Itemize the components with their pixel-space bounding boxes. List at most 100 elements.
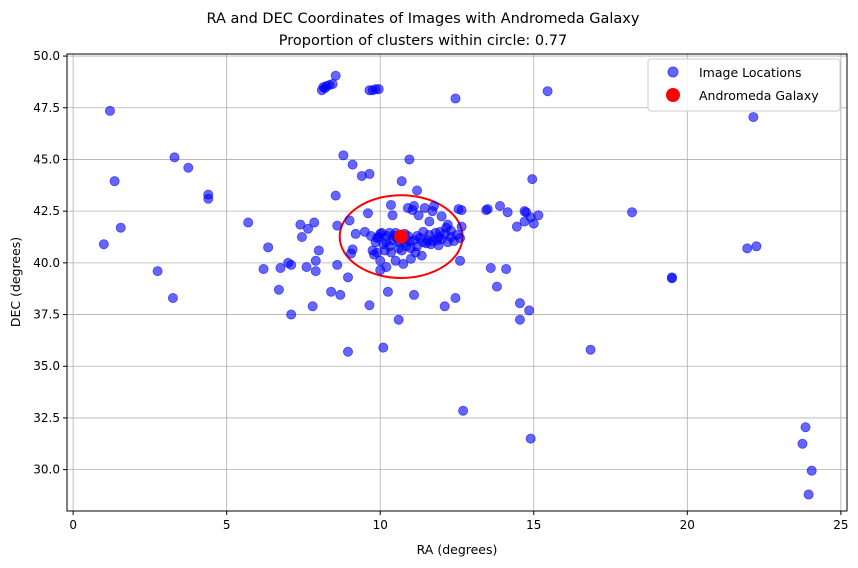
image-location-point [585,344,596,355]
plot-frame [66,53,848,512]
image-location-point [511,221,522,232]
y-tick-label: 37.5 [33,308,60,322]
image-location-point [295,219,306,230]
image-location-point [514,314,525,325]
image-location-point [332,220,343,231]
image-location-point [243,217,254,228]
image-location-point [296,232,307,243]
image-location-point [514,298,525,309]
image-location-point [485,263,496,274]
andromeda-galaxy-layer [394,229,409,244]
image-location-point [309,217,320,228]
image-location-point [347,159,358,170]
image-location-point [385,199,396,210]
image-location-point [263,242,274,253]
image-location-point [456,205,467,216]
image-location-point [525,433,536,444]
legend-marker-image-locations [667,66,679,78]
image-location-point [494,200,505,211]
image-location-point [450,93,461,104]
x-axis-ticks: 0 5 10 15 20 25 [69,511,848,532]
image-location-point [307,301,318,312]
image-location-point [364,168,375,179]
y-tick-label: 40.0 [33,256,60,270]
image-location-point [398,258,409,269]
x-tick-label: 15 [526,518,541,532]
image-location-point [455,255,466,266]
x-tick-label: 5 [223,518,231,532]
image-location-point [373,84,384,95]
grid [67,54,847,511]
x-tick-label: 0 [69,518,77,532]
image-location-point [350,228,361,239]
image-location-point [524,305,535,316]
image-location-point [375,255,386,266]
y-tick-label: 30.0 [33,463,60,477]
image-location-point [167,293,178,304]
image-location-point [258,264,269,275]
legend-box [647,58,841,112]
image-location-point [338,150,349,161]
image-location-point [310,266,321,277]
image-location-point [330,190,341,201]
image-location-point [393,314,404,325]
chart-title: RA and DEC Coordinates of Images with An… [207,11,640,27]
image-location-point [800,422,811,433]
image-location-point [748,112,759,123]
image-location-point [362,208,373,219]
image-location-point [455,233,466,244]
image-location-point [806,465,817,476]
image-location-point [169,152,180,163]
image-location-point [797,438,808,449]
image-location-point [396,245,407,256]
image-location-point [378,342,389,353]
image-location-point [286,309,297,320]
image-location-point [381,261,392,272]
image-locations-layer [98,70,817,500]
image-location-point [751,241,762,252]
image-location-point [332,259,343,270]
image-location-point [450,293,461,304]
x-tick-label: 20 [680,518,695,532]
image-location-point [342,346,353,357]
image-location-point [344,215,355,226]
image-location-point [491,281,502,292]
image-location-point [413,210,424,221]
image-location-point [183,162,194,173]
image-location-point [327,78,338,89]
andromeda-galaxy-point [394,229,409,244]
image-location-point [273,284,284,295]
image-location-point [335,289,346,300]
image-location-point [803,489,814,500]
image-location-point [542,86,553,97]
image-location-point [396,176,407,187]
x-axis-label: RA (degrees) [417,542,498,557]
image-location-point [347,244,358,255]
image-location-point [424,216,435,227]
legend-label-andromeda-galaxy: Andromeda Galaxy [699,88,819,103]
image-location-point [456,221,467,232]
image-location-point [364,300,375,311]
image-location-point [502,207,513,218]
image-location-point [152,266,163,277]
image-location-point [482,204,493,215]
chart-subtitle: Proportion of clusters within circle: 0.… [279,33,567,49]
legend-marker-andromeda-galaxy [666,88,680,102]
image-location-point [428,200,439,211]
image-location-point [115,222,126,233]
legend: Image Locations Andromeda Galaxy [647,58,841,112]
image-location-point [527,174,538,185]
image-location-point [301,261,312,272]
image-location-point [275,263,286,274]
image-location-point [313,245,324,256]
image-location-point [387,210,398,221]
legend-label-image-locations: Image Locations [699,65,802,80]
image-location-point [627,207,638,218]
image-location-point [501,264,512,275]
image-location-point [98,239,109,250]
image-location-point [458,405,469,416]
image-location-point [439,301,450,312]
image-location-point [104,105,115,116]
image-location-point [382,286,393,297]
